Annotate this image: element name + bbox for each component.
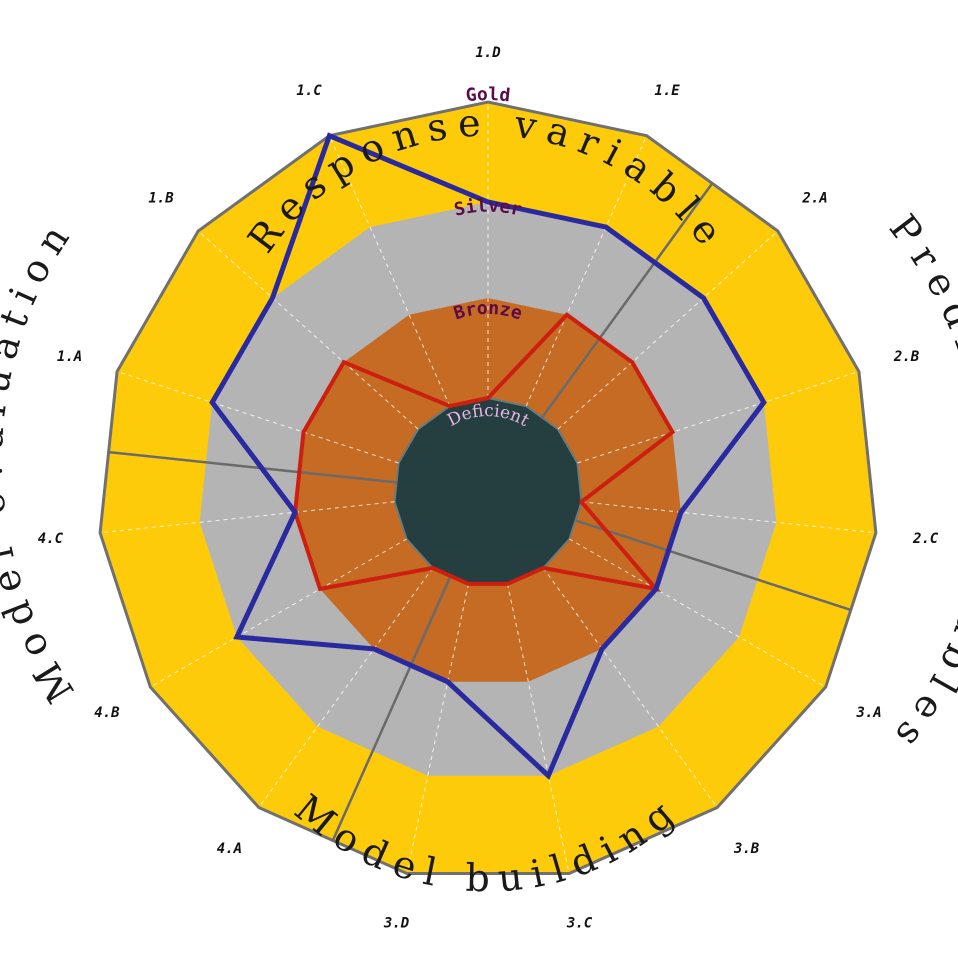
axis-label-3.C: 3.C [566, 915, 593, 931]
gridline-3.C [507, 583, 570, 874]
section-divider-1 [108, 450, 397, 484]
axis-label-4.C: 4.C [38, 531, 64, 547]
section-divider-4 [331, 575, 452, 842]
gridline-4.A [258, 567, 434, 808]
axis-label-1.E: 1.E [654, 83, 680, 99]
axis-label-3.A: 3.A [855, 705, 881, 721]
gridline-3.D [406, 583, 469, 874]
axis-label-2.C: 2.C [912, 531, 939, 547]
axis-gridlines [100, 102, 876, 874]
axis-labels: 1.A 1.B 1.C 1.D 1.E 2.A 2.B 2.C 3.A 3.B 3.C 3.D 4.A 4… [38, 45, 939, 931]
gridline-1.B [197, 230, 419, 430]
level-rings [98, 100, 878, 875]
series-line-2 [293, 312, 676, 593]
ring-deficient [394, 398, 582, 584]
gridline-1.C [328, 135, 451, 407]
axis-label-4.A: 4.A [217, 841, 242, 857]
series-line-1 [209, 132, 767, 780]
gridline-2.C [581, 501, 876, 534]
axis-label-2.B: 2.B [893, 349, 920, 365]
gridline-4.C [100, 501, 395, 534]
gridline-3.B [542, 567, 718, 808]
gridline-2.A [557, 230, 779, 430]
axis-label-3.D: 3.D [383, 915, 409, 931]
axis-label-1.D: 1.D [475, 45, 500, 61]
series-layer [209, 132, 767, 780]
section-divider-3 [575, 519, 852, 612]
section-divider-2 [540, 182, 714, 419]
gridline-2.B [577, 371, 860, 464]
axis-label-4.B: 4.B [94, 705, 120, 721]
axis-label-1.C: 1.C [296, 83, 322, 99]
gridline-1.A [116, 371, 399, 464]
gridline-1.E [525, 135, 648, 407]
axis-label-3.B: 3.B [733, 841, 760, 857]
axis-label-1.B: 1.B [148, 191, 174, 207]
gridline-3.A [569, 538, 826, 688]
section-title-model-evaluation: Model evaluation [0, 209, 83, 710]
section-title-predictor: Predictor variables [881, 206, 958, 763]
axis-label-2.A: 2.A [801, 191, 827, 207]
axis-label-1.A: 1.A [57, 349, 82, 365]
gridline-4.B [150, 538, 407, 688]
